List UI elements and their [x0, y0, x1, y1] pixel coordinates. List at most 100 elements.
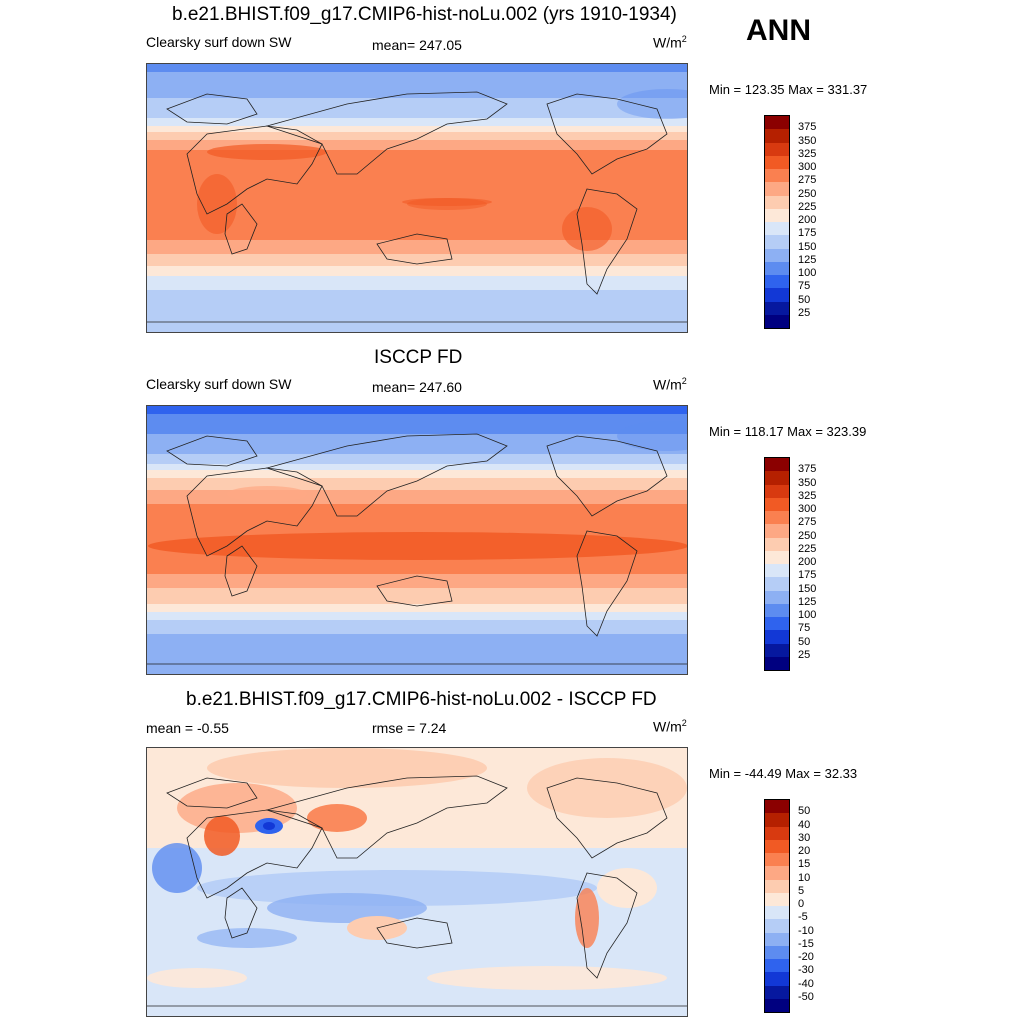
colorbar-swatch	[765, 182, 789, 196]
colorbar-swatch	[765, 511, 789, 525]
colorbar-swatch	[765, 484, 789, 498]
colorbar-tick-label: 75	[798, 622, 811, 635]
colorbar-swatch	[765, 617, 789, 631]
colorbar-swatch	[765, 826, 789, 840]
colorbar-swatch	[765, 142, 789, 156]
colorbar-tick-label: 300	[798, 503, 817, 515]
colorbar-swatch	[765, 550, 789, 564]
colorbar-swatch	[765, 129, 789, 143]
colorbar-swatch	[765, 919, 789, 933]
panel1-mean-label: mean= 247.05	[372, 37, 462, 53]
colorbar-swatch	[765, 985, 789, 999]
colorbar-tick-label: 25	[798, 306, 811, 319]
colorbar-tick-label: 10	[798, 871, 811, 884]
colorbar-tick-label: 325	[798, 147, 817, 160]
colorbar-swatch	[765, 314, 789, 328]
colorbar-swatch	[765, 879, 789, 893]
season-label: ANN	[746, 14, 811, 47]
colorbar-tick-label: 75	[798, 280, 811, 293]
colorbar-tick-label: 375	[798, 463, 817, 476]
colorbar-swatch	[765, 932, 789, 946]
colorbar-tick-label: -10	[798, 924, 814, 937]
colorbar-swatch	[765, 169, 789, 183]
colorbar-swatch	[765, 866, 789, 880]
colorbar-tick-label: 200	[798, 556, 817, 568]
colorbar-swatch	[765, 248, 789, 262]
colorbar-swatch	[765, 590, 789, 604]
colorbar-tick-label: 30	[798, 831, 811, 844]
panel1-map	[146, 63, 688, 333]
colorbar-tick-label: 150	[798, 582, 817, 595]
colorbar-swatch	[765, 906, 789, 920]
colorbar-tick-label: 175	[798, 569, 817, 582]
colorbar-swatch	[765, 458, 789, 472]
colorbar-tick-label: 0	[798, 898, 805, 910]
panel3-map	[146, 747, 688, 1017]
colorbar-swatch	[765, 656, 789, 670]
panel2-units: W/m2	[653, 376, 687, 393]
colorbar-tick-label: -20	[798, 951, 814, 963]
colorbar-tick-label: 20	[798, 845, 811, 857]
colorbar-swatch	[765, 524, 789, 538]
colorbar-tick-label: -50	[798, 990, 814, 1003]
colorbar-swatch	[765, 564, 789, 578]
colorbar-tick-label: 225	[798, 200, 817, 213]
colorbar-swatch	[765, 892, 789, 906]
panel3-colorbar	[764, 799, 790, 1013]
colorbar-tick-label: 50	[798, 635, 811, 648]
colorbar-swatch	[765, 972, 789, 986]
colorbar-swatch	[765, 813, 789, 827]
colorbar-tick-label: 225	[798, 542, 817, 555]
colorbar-tick-label: 15	[798, 858, 811, 871]
colorbar-swatch	[765, 222, 789, 236]
panel3-mean-label: mean = -0.55	[146, 720, 229, 736]
colorbar-swatch	[765, 800, 789, 814]
colorbar-swatch	[765, 261, 789, 275]
colorbar-tick-label: 200	[798, 214, 817, 226]
colorbar-swatch	[765, 643, 789, 657]
panel3-title: b.e21.BHIST.f09_g17.CMIP6-hist-noLu.002 …	[186, 689, 657, 710]
colorbar-swatch	[765, 301, 789, 315]
colorbar-tick-label: 5	[798, 884, 805, 897]
colorbar-swatch	[765, 155, 789, 169]
colorbar-swatch	[765, 235, 789, 249]
colorbar-tick-label: 50	[798, 805, 811, 818]
panel2-variable-label: Clearsky surf down SW	[146, 376, 292, 392]
colorbar-swatch	[765, 116, 789, 130]
colorbar-tick-label: 50	[798, 293, 811, 306]
colorbar-swatch	[765, 998, 789, 1012]
colorbar-swatch	[765, 630, 789, 644]
panel3-units: W/m2	[653, 718, 687, 735]
colorbar-swatch	[765, 959, 789, 973]
colorbar-swatch	[765, 471, 789, 485]
panel1-colorbar	[764, 115, 790, 329]
colorbar-tick-label: -30	[798, 964, 814, 977]
panel1-title: b.e21.BHIST.f09_g17.CMIP6-hist-noLu.002 …	[172, 4, 677, 25]
colorbar-tick-label: 125	[798, 253, 817, 266]
colorbar-swatch	[765, 497, 789, 511]
panel2-minmax: Min = 118.17 Max = 323.39	[709, 424, 867, 439]
colorbar-swatch	[765, 288, 789, 302]
colorbar-swatch	[765, 839, 789, 853]
colorbar-tick-label: 150	[798, 240, 817, 253]
colorbar-swatch	[765, 195, 789, 209]
panel2-title: ISCCP FD	[374, 347, 463, 368]
colorbar-swatch	[765, 275, 789, 289]
colorbar-tick-label: 25	[798, 648, 811, 661]
colorbar-tick-label: 175	[798, 227, 817, 240]
panel1-units: W/m2	[653, 34, 687, 51]
colorbar-tick-label: 250	[798, 187, 817, 200]
colorbar-tick-label: 300	[798, 161, 817, 173]
colorbar-tick-label: 250	[798, 529, 817, 542]
colorbar-swatch	[765, 208, 789, 222]
colorbar-tick-label: 275	[798, 174, 817, 187]
colorbar-tick-label: 375	[798, 121, 817, 134]
panel3-minmax: Min = -44.49 Max = 32.33	[709, 766, 858, 781]
colorbar-tick-label: -15	[798, 937, 814, 950]
panel2-mean-label: mean= 247.60	[372, 379, 462, 395]
colorbar-tick-label: 40	[798, 818, 811, 831]
panel3-rmse-label: rmse = 7.24	[372, 720, 447, 736]
colorbar-tick-label: -40	[798, 977, 814, 990]
colorbar-swatch	[765, 945, 789, 959]
colorbar-tick-label: 325	[798, 489, 817, 502]
